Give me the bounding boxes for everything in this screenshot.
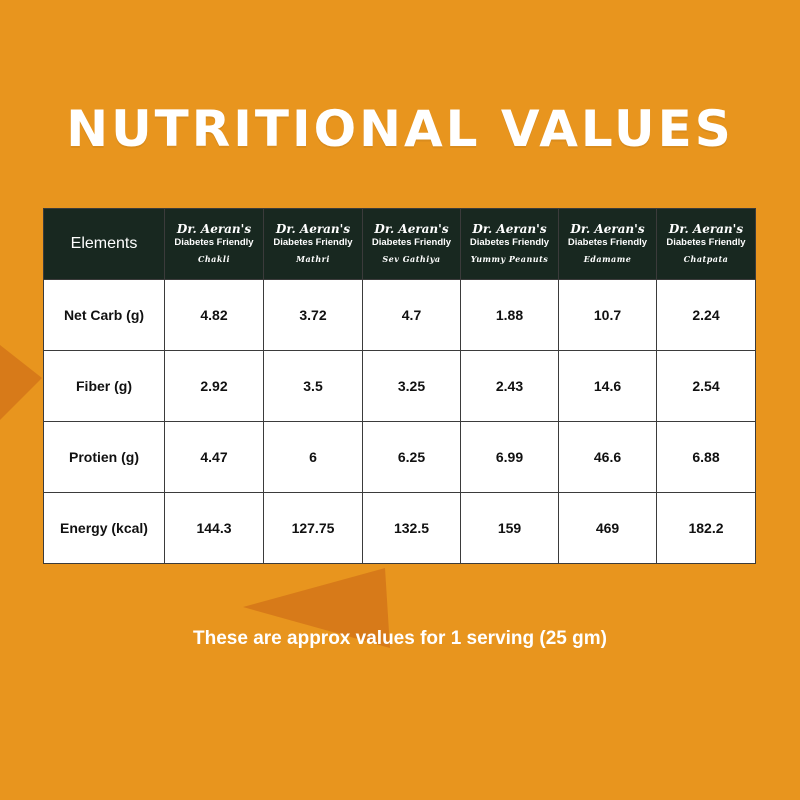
table-cell: 2.43	[460, 350, 559, 422]
product-header-chatpata: Dr. Aeran's Diabetes Friendly Chatpata	[656, 208, 756, 280]
brand-tagline: Diabetes Friendly	[666, 237, 746, 248]
table-cell: 3.25	[362, 350, 461, 422]
brand-name: Dr. Aeran's	[374, 222, 449, 236]
elements-header: Elements	[43, 208, 165, 280]
product-header-yummy-peanuts: Dr. Aeran's Diabetes Friendly Yummy Pean…	[460, 208, 559, 280]
table-cell: 6.88	[656, 421, 756, 493]
brand-tagline: Diabetes Friendly	[174, 237, 254, 248]
brand-name: Dr. Aeran's	[275, 222, 351, 236]
brand-tagline: Diabetes Friendly	[469, 237, 550, 248]
table-cell: 182.2	[656, 492, 756, 564]
product-header-edamame: Dr. Aeran's Diabetes Friendly Edamame	[558, 208, 657, 280]
row-label: Fiber (g)	[43, 350, 165, 422]
table-cell: 3.5	[263, 350, 363, 422]
brand-tagline: Diabetes Friendly	[273, 237, 353, 248]
table-cell: 132.5	[362, 492, 461, 564]
table-cell: 127.75	[263, 492, 363, 564]
serving-footnote: These are approx values for 1 serving (2…	[193, 628, 607, 649]
table-cell: 14.6	[558, 350, 657, 422]
table-cell: 144.3	[164, 492, 264, 564]
brand-name: Dr. Aeran's	[570, 222, 645, 236]
row-label: Protien (g)	[43, 421, 165, 493]
brand-name: Dr. Aeran's	[176, 222, 252, 236]
table-cell: 2.24	[656, 279, 756, 351]
product-header-chakli: Dr. Aeran's Diabetes Friendly Chakli	[164, 208, 264, 280]
table-row-protein: Protien (g) 4.47 6 6.25 6.99 46.6 6.88	[43, 421, 756, 493]
table-cell: 2.92	[164, 350, 264, 422]
product-name: Mathri	[296, 254, 330, 264]
table-cell: 10.7	[558, 279, 657, 351]
table-cell: 2.54	[656, 350, 756, 422]
table-cell: 1.88	[460, 279, 559, 351]
product-header-mathri: Dr. Aeran's Diabetes Friendly Mathri	[263, 208, 363, 280]
row-label: Energy (kcal)	[43, 492, 165, 564]
table-cell: 6.99	[460, 421, 559, 493]
product-name: Chatpata	[683, 254, 729, 264]
brand-tagline: Diabetes Friendly	[567, 237, 648, 248]
table-cell: 4.82	[164, 279, 264, 351]
table-cell: 4.7	[362, 279, 461, 351]
product-header-sev-gathiya: Dr. Aeran's Diabetes Friendly Sev Gathiy…	[362, 208, 461, 280]
brand-name: Dr. Aeran's	[668, 222, 744, 236]
table-cell: 6	[263, 421, 363, 493]
page-title: NUTRITIONAL VALUES	[66, 100, 734, 158]
table-row-net-carb: Net Carb (g) 4.82 3.72 4.7 1.88 10.7 2.2…	[43, 279, 756, 351]
row-label: Net Carb (g)	[43, 279, 165, 351]
table-row-fiber: Fiber (g) 2.92 3.5 3.25 2.43 14.6 2.54	[43, 350, 756, 422]
decor-triangle-left	[0, 345, 42, 420]
table-cell: 6.25	[362, 421, 461, 493]
product-name: Edamame	[583, 254, 632, 264]
nutrition-table: Elements Dr. Aeran's Diabetes Friendly C…	[43, 208, 756, 564]
brand-name: Dr. Aeran's	[472, 222, 547, 236]
table-cell: 159	[460, 492, 559, 564]
brand-tagline: Diabetes Friendly	[371, 237, 452, 248]
table-header-row: Elements Dr. Aeran's Diabetes Friendly C…	[43, 208, 756, 280]
table-row-energy: Energy (kcal) 144.3 127.75 132.5 159 469…	[43, 492, 756, 564]
product-name: Sev Gathiya	[382, 254, 441, 264]
table-cell: 46.6	[558, 421, 657, 493]
product-name: Yummy Peanuts	[470, 254, 549, 264]
table-cell: 4.47	[164, 421, 264, 493]
table-cell: 3.72	[263, 279, 363, 351]
table-cell: 469	[558, 492, 657, 564]
product-name: Chakli	[198, 254, 230, 264]
